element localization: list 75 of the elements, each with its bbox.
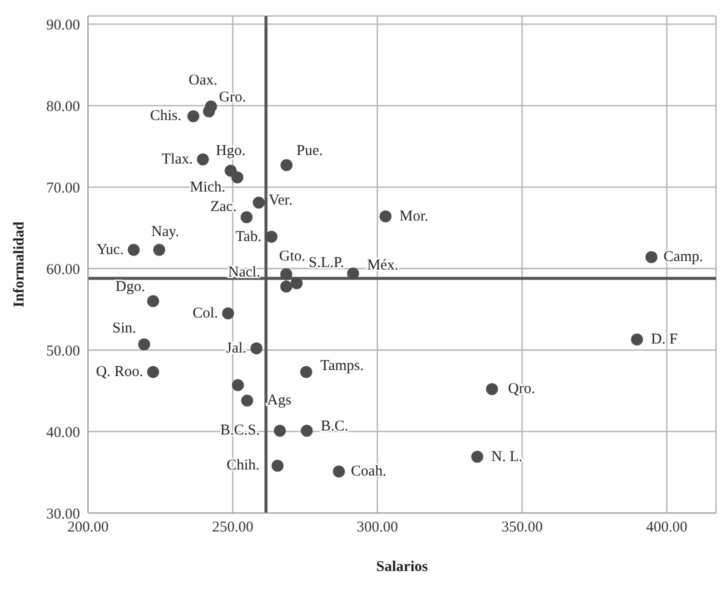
- point: [153, 244, 166, 256]
- y-tick-label: 90.00: [46, 17, 80, 34]
- point: [147, 366, 160, 378]
- annotation: B.C.: [320, 418, 348, 435]
- x-tick-label: 250.00: [212, 520, 254, 536]
- y-axis-title: Informalidad: [11, 220, 28, 308]
- point: [280, 159, 293, 172]
- annotation: Nacl.: [228, 264, 260, 280]
- x-tick-label: 350.00: [501, 520, 543, 536]
- annotation: Qro.: [508, 381, 536, 398]
- annotation: Tlax.: [162, 151, 193, 168]
- annotation: Mich.: [190, 179, 226, 196]
- point: [240, 211, 253, 224]
- point: [280, 268, 292, 280]
- point: [252, 196, 265, 209]
- point: [380, 210, 392, 222]
- point: [300, 366, 312, 378]
- annotation: Q. Roo.: [96, 364, 144, 380]
- annotation: Chis.: [150, 108, 182, 124]
- annotation: Dgo.: [116, 279, 146, 296]
- point: [471, 450, 484, 463]
- annotation: Pue.: [296, 143, 323, 160]
- point: [332, 465, 345, 478]
- annotation: Méx.: [367, 257, 398, 274]
- annotation: Col.: [192, 305, 218, 322]
- annotation: Gro.: [218, 89, 246, 106]
- point: [300, 424, 313, 437]
- point: [290, 277, 303, 290]
- annotation: Zac.: [210, 199, 237, 216]
- point: [187, 110, 200, 122]
- x-tick-label: 200.00: [67, 520, 109, 536]
- point: [222, 307, 234, 320]
- annotation: Hgo.: [216, 142, 246, 159]
- point: [272, 460, 284, 472]
- point: [645, 251, 658, 264]
- annotation: Mor.: [400, 208, 428, 224]
- point: [231, 171, 244, 184]
- annotation: Jal.: [226, 340, 246, 356]
- y-tick-label: 70.00: [46, 180, 80, 196]
- y-tick-label: 60.00: [46, 262, 80, 278]
- annotation: Camp.: [663, 249, 704, 266]
- annotation: Tab.: [235, 228, 262, 245]
- x-tick-label: 400.00: [646, 520, 688, 536]
- annotation: S.L.P.: [308, 255, 344, 272]
- x-tick-label: 300.00: [356, 520, 398, 536]
- annotation: N. L.: [491, 448, 522, 465]
- point: [486, 383, 498, 396]
- point: [250, 342, 262, 354]
- annotation: Sin.: [112, 320, 136, 336]
- point: [138, 338, 150, 350]
- annotation: Nay.: [151, 224, 180, 240]
- point: [630, 333, 643, 346]
- annotation: Tamps.: [320, 358, 364, 374]
- y-tick-label: 30.00: [46, 506, 80, 522]
- annotation: Oax.: [188, 72, 218, 88]
- point: [147, 295, 160, 308]
- annotation: Yuc.: [96, 242, 124, 258]
- y-tick-label: 40.00: [46, 424, 80, 441]
- point: [347, 267, 360, 280]
- point: [196, 153, 209, 166]
- point: [280, 280, 292, 292]
- x-axis-title: Salarios: [376, 559, 428, 575]
- annotation: Ver.: [268, 192, 292, 209]
- annotation: B.C.S.: [220, 422, 260, 439]
- y-tick-label: 50.00: [46, 343, 80, 360]
- annotation: Chih.: [226, 458, 260, 474]
- annotation: Gto.: [279, 248, 306, 264]
- point: [265, 230, 278, 243]
- annotation: Coah.: [350, 463, 386, 480]
- annotation: D. F: [650, 331, 678, 348]
- point: [274, 424, 286, 437]
- y-tick-label: 80.00: [46, 98, 80, 115]
- point: [232, 379, 244, 392]
- point: [128, 244, 140, 256]
- point: [241, 394, 254, 407]
